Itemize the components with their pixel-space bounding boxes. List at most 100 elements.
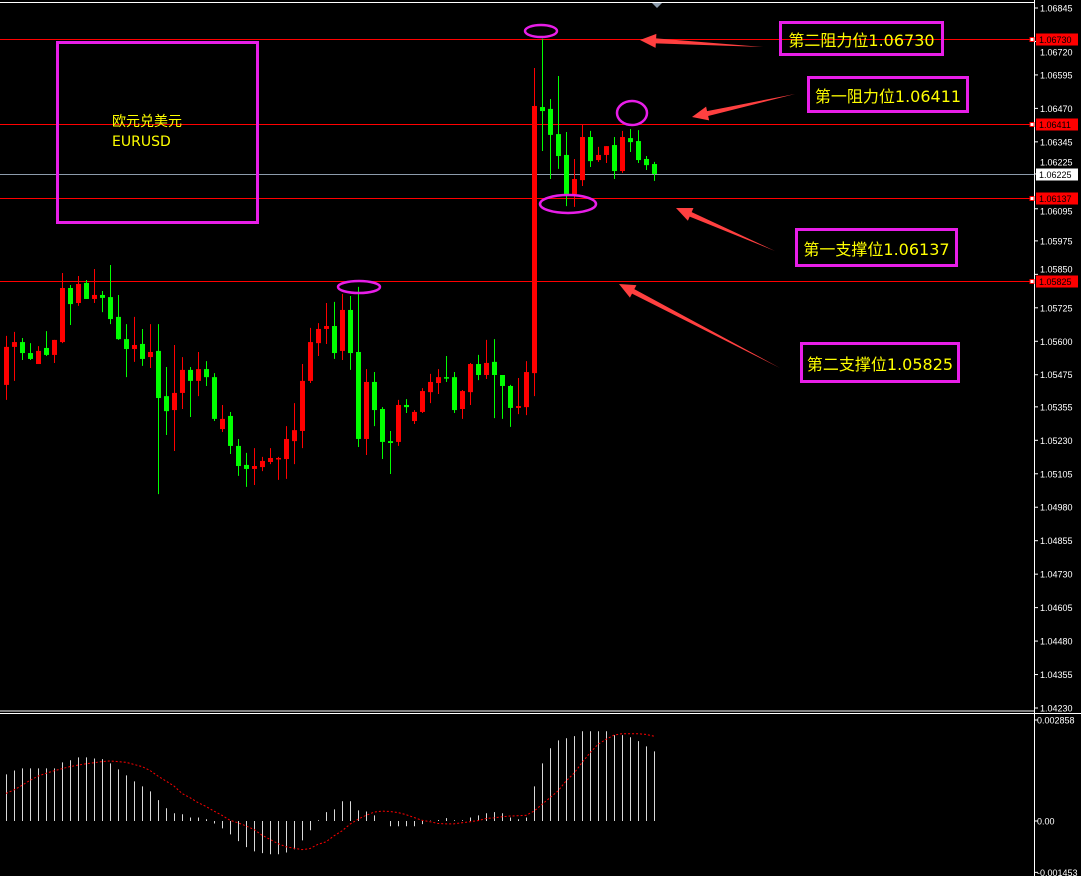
candle-down: [380, 408, 385, 442]
level-price-badge: [1036, 33, 1078, 46]
annotation-text: 第二阻力位1.06730: [788, 30, 935, 50]
candles: [4, 38, 657, 495]
candle-down: [508, 385, 513, 408]
candle-up: [292, 430, 297, 442]
candle-up: [604, 146, 609, 155]
candle-down: [644, 158, 649, 166]
candle-down: [628, 138, 633, 143]
candle-up: [92, 294, 97, 299]
y-tick-label: 1.06095: [1040, 207, 1073, 217]
candle-down: [652, 164, 657, 174]
annotation-resistance-1: 第一阻力位1.06411: [807, 76, 969, 113]
annotation-support-2: 第二支撑位1.05825: [800, 342, 960, 383]
candle-up: [148, 351, 153, 358]
candle-down: [356, 351, 361, 439]
candle-up: [132, 345, 137, 350]
y-tick-label: 1.04480: [1040, 637, 1073, 647]
y-tick-label: 1.04855: [1040, 536, 1073, 546]
macd-tick-label: -0.001453: [1037, 868, 1078, 876]
candle-down: [44, 347, 49, 355]
candle-down: [164, 396, 169, 412]
symbol-label: 欧元兑美元 EURUSD: [112, 112, 182, 152]
y-tick-label: 1.04730: [1040, 570, 1073, 580]
arrow-icon: [676, 207, 775, 251]
candle-up: [524, 372, 529, 408]
candle-up: [596, 154, 601, 161]
candle-down: [28, 353, 33, 359]
highlight-ellipse: [523, 23, 559, 39]
y-tick-label: 1.04980: [1040, 503, 1073, 513]
candle-down: [116, 316, 121, 340]
candle-down: [404, 404, 409, 408]
y-tick-label: 1.06470: [1040, 104, 1073, 114]
candle-down: [548, 108, 553, 135]
level-handle: [1029, 37, 1035, 42]
macd-signal-line: [5, 733, 655, 851]
macd-tick-label: 0.002858: [1037, 716, 1075, 726]
annotation-text: 第一阻力位1.06411: [814, 86, 962, 106]
candle-up: [412, 411, 417, 422]
candle-up: [620, 137, 625, 172]
candle-down: [140, 343, 145, 359]
level-price-label: 1.06137: [1039, 194, 1072, 204]
y-tick-label: 1.06225: [1040, 158, 1073, 168]
candle-up: [172, 392, 177, 411]
candle-up: [484, 362, 489, 375]
candle-up: [180, 369, 185, 393]
candle-up: [516, 406, 521, 408]
y-tick-label: 1.05230: [1040, 436, 1073, 446]
y-tick-label: 1.06595: [1040, 70, 1073, 80]
candle-up: [60, 288, 65, 343]
candle-up: [436, 377, 441, 384]
y-tick-label: 1.04230: [1040, 704, 1073, 714]
candle-up: [76, 283, 81, 303]
level-price-badge: [1036, 118, 1078, 131]
candle-up: [36, 350, 41, 365]
candle-up: [460, 391, 465, 409]
y-tick-label: 1.05725: [1040, 303, 1073, 313]
symbol-box: [56, 41, 259, 224]
candle-down: [124, 339, 129, 350]
candle-up: [580, 137, 585, 181]
candle-down: [156, 350, 161, 399]
current-price-label: 1.06225: [1039, 170, 1072, 180]
candle-up: [428, 381, 433, 393]
arrow-icon: [692, 94, 795, 121]
candle-up: [284, 438, 289, 460]
highlight-ellipse: [336, 279, 382, 295]
annotation-resistance-2: 第二阻力位1.06730: [779, 21, 944, 56]
candle-down: [212, 377, 217, 419]
candle-down: [332, 326, 337, 354]
candle-down: [20, 342, 25, 354]
y-tick-label: 1.04355: [1040, 670, 1073, 680]
symbol-name-cn: 欧元兑美元: [112, 114, 182, 130]
annotation-support-1: 第一支撑位1.06137: [795, 228, 958, 267]
candle-up: [340, 309, 345, 351]
annotation-text: 第二支撑位1.05825: [806, 354, 954, 374]
arrow-icon: [619, 284, 780, 368]
current-price-badge: [1036, 168, 1078, 181]
candle-up: [52, 339, 57, 355]
candle-up: [196, 369, 201, 381]
candle-up: [4, 346, 9, 385]
annotation-text: 第一支撑位1.06137: [803, 239, 950, 259]
candle-down: [204, 369, 209, 378]
shift-marker-icon: [652, 3, 662, 8]
candle-down: [108, 297, 113, 320]
candle-down: [452, 377, 457, 411]
candle-down: [68, 288, 73, 305]
y-tick-label: 1.06845: [1040, 4, 1073, 14]
highlight-ellipse: [615, 99, 649, 127]
macd-tick-label: 0.00: [1037, 817, 1055, 827]
candle-up: [324, 326, 329, 329]
candle-down: [372, 381, 377, 411]
candle-up: [364, 381, 369, 439]
candle-down: [348, 309, 353, 354]
candle-down: [476, 364, 481, 375]
level-price-badge: [1036, 192, 1078, 205]
candle-down: [444, 377, 449, 379]
candle-down: [492, 361, 497, 375]
candle-up: [396, 404, 401, 442]
